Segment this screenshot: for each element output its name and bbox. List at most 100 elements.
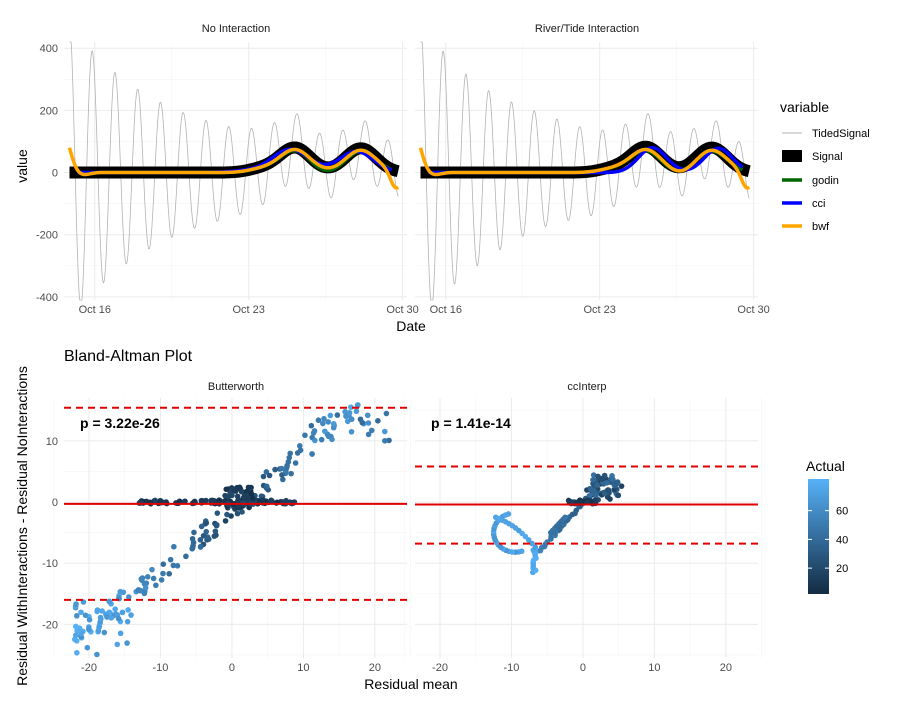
y-tick-label: -20 (42, 619, 58, 631)
scatter-point (342, 408, 348, 415)
scatter-point (565, 497, 572, 504)
scatter-point (137, 587, 143, 594)
scatter-point (614, 479, 621, 485)
x-tick-label: 0 (229, 662, 235, 674)
scatter-point (302, 432, 308, 439)
scatter-point (143, 580, 150, 586)
p-value-butterworth: p = 3.22e-26 (80, 415, 160, 431)
scatter-point (143, 498, 150, 505)
scatter-point (203, 497, 209, 504)
scatter-point (198, 523, 205, 530)
scatter-point (78, 630, 84, 637)
scatter-point (115, 615, 122, 622)
time-series-chart: No Interaction River/Tide Interaction Oc… (14, 23, 870, 334)
scatter-point (171, 543, 177, 550)
scatter-point (94, 651, 100, 658)
scatter-point (615, 492, 622, 499)
scatter-point (125, 607, 131, 613)
scatter-point (234, 510, 241, 517)
scatter-point (604, 480, 610, 486)
scatter-point (240, 494, 247, 501)
scatter-point (191, 529, 197, 536)
scatter-point (117, 630, 124, 637)
scatter-point (263, 483, 270, 490)
scatter-point (114, 641, 121, 648)
scatter-point (325, 433, 332, 440)
colorbar-tick-label: 60 (836, 506, 848, 518)
top-x-axis-title: Date (396, 318, 426, 334)
scatter-point (125, 594, 132, 600)
scatter-point (381, 428, 388, 435)
scatter-point (382, 437, 388, 444)
scatter-point (386, 437, 392, 444)
scatter-point (284, 462, 290, 469)
x-tick-label: 10 (648, 662, 660, 674)
scatter-point (311, 428, 318, 434)
legend-item-cci: cci (782, 198, 825, 210)
scatter-point (153, 582, 159, 589)
x-tick-label: 20 (720, 662, 732, 674)
scatter-point (355, 402, 361, 408)
scatter-point (607, 496, 613, 502)
scatter-point (368, 427, 375, 434)
scatter-point (235, 485, 241, 491)
scatter-point (321, 428, 328, 435)
scatter-point (365, 420, 372, 426)
scatter-point (272, 466, 278, 473)
scatter-point (176, 498, 183, 505)
scatter-point (78, 609, 84, 616)
series-tidedsignal (69, 41, 399, 301)
scatter-point (213, 522, 220, 528)
x-tick-label: Oct 30 (737, 304, 769, 316)
scatter-point (348, 416, 355, 423)
scatter-point (334, 412, 341, 418)
legend-label-cci: cci (812, 198, 825, 210)
scatter-point (364, 412, 371, 419)
x-tick-label: -20 (432, 662, 448, 674)
y-tick-label: 400 (40, 43, 58, 55)
legend-label-tidedsignal: TidedSignal (812, 128, 870, 140)
scatter-point (190, 542, 196, 549)
scatter-point (263, 498, 269, 504)
scatter-point (595, 473, 601, 480)
scatter-point (599, 476, 606, 482)
scatter-point (85, 626, 92, 633)
series-bwf (418, 147, 751, 190)
scatter-point (124, 618, 131, 625)
scatter-point (325, 419, 332, 425)
scatter-point (309, 451, 315, 457)
scatter-point (208, 497, 215, 504)
scatter-point (160, 570, 166, 577)
scatter-point (174, 563, 181, 569)
scatter-point (170, 562, 177, 569)
x-tick-label: 10 (297, 662, 309, 674)
scatter-point (150, 575, 157, 582)
scatter-point (94, 607, 101, 613)
scatter-point (280, 476, 286, 483)
y-tick-label: 10 (46, 436, 58, 448)
legend-item-tidedsignal: TidedSignal (782, 128, 870, 140)
scatter-point (107, 610, 113, 616)
x-tick-label: -20 (81, 662, 97, 674)
x-tick-label: -10 (504, 662, 520, 674)
scatter-point (359, 419, 366, 426)
colorbar-tick-label: 20 (836, 563, 848, 575)
panel-river-tide-series (415, 41, 755, 301)
scatter-point (104, 614, 110, 620)
scatter-point (222, 518, 229, 524)
scatter-point (224, 511, 230, 518)
scatter-point (353, 408, 360, 415)
bland-altman-title: Bland-Altman Plot (64, 348, 193, 365)
x-tick-label: Oct 23 (583, 304, 615, 316)
scatter-point (203, 520, 210, 526)
scatter-point (308, 422, 315, 429)
y-tick-label: 0 (52, 168, 58, 180)
legend-item-godin: godin (782, 175, 839, 187)
scatter-point (142, 584, 149, 591)
p-value-ccinterp: p = 1.41e-14 (431, 415, 511, 431)
scatter-point (149, 566, 155, 573)
scatter-point (101, 629, 108, 636)
legend-label-signal: Signal (812, 151, 843, 163)
facet-strip-river-tide: River/Tide Interaction (535, 23, 639, 35)
scatter-point (348, 428, 355, 435)
